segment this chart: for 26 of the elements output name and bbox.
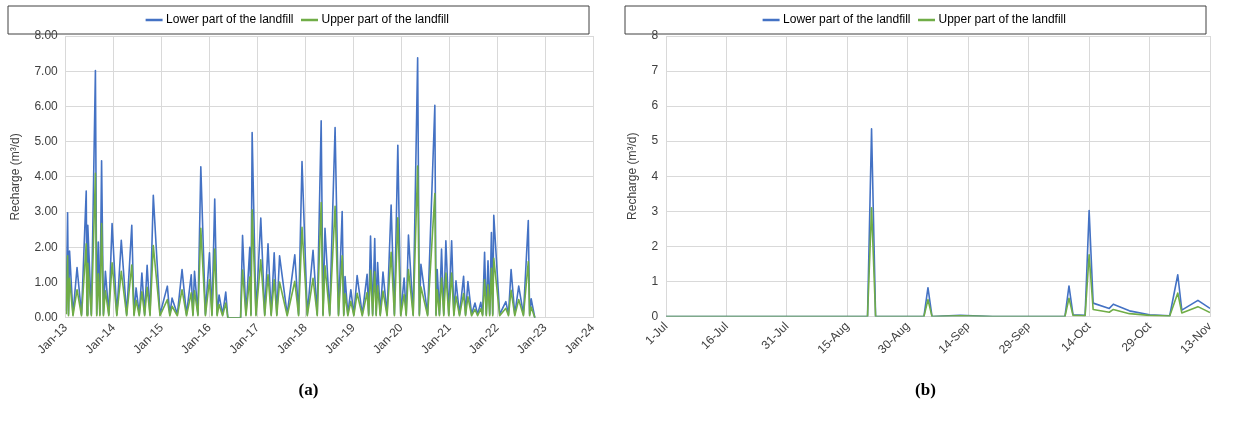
y-tick-label: 5.00 bbox=[34, 134, 59, 149]
y-tick-label: 4 bbox=[651, 168, 659, 183]
y-tick-label: 0.00 bbox=[34, 310, 59, 325]
y-tick-label: 7.00 bbox=[34, 63, 59, 78]
y-tick-label: 1.00 bbox=[34, 274, 59, 289]
text: (b) bbox=[914, 380, 937, 400]
y-tick-label: 2 bbox=[651, 238, 659, 253]
y-tick-label: 1 bbox=[651, 273, 659, 288]
y-tick-label: 5 bbox=[651, 133, 659, 148]
y-tick-label: 8 bbox=[651, 28, 659, 43]
y-tick-label: 7 bbox=[651, 63, 659, 78]
legend-label: Upper part of the landfill bbox=[938, 12, 1066, 27]
y-tick-label: 4.00 bbox=[34, 169, 59, 184]
y-tick-label: 2.00 bbox=[34, 239, 59, 254]
y-tick-label: 8.00 bbox=[34, 28, 59, 43]
legend-label: Lower part of the landfill bbox=[783, 12, 911, 27]
y-tick-label: 6 bbox=[651, 98, 659, 113]
y-tick-label: 0 bbox=[651, 308, 659, 323]
text: (a) bbox=[297, 380, 320, 400]
legend-label: Upper part of the landfill bbox=[321, 12, 449, 27]
y-tick-label: 3 bbox=[651, 203, 659, 218]
y-axis-title: Recharge (m³/d) bbox=[7, 133, 22, 221]
y-axis-title: Recharge (m³/d) bbox=[624, 132, 639, 220]
y-tick-label: 6.00 bbox=[34, 98, 59, 113]
legend-label: Lower part of the landfill bbox=[166, 12, 294, 27]
y-tick-label: 3.00 bbox=[34, 204, 59, 219]
